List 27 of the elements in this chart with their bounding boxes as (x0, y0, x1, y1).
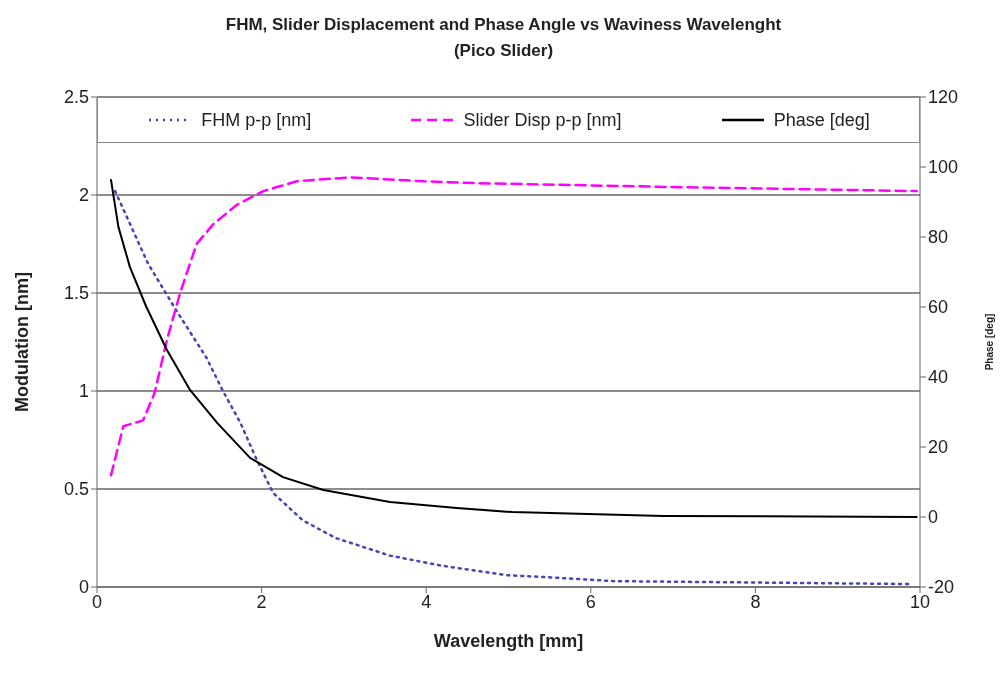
legend-label: Slider Disp p-p [nm] (463, 109, 622, 131)
y2-tick-label: 0 (928, 507, 939, 528)
y2-tick-label: 100 (928, 157, 959, 178)
y-axis-title: Modulation [nm] (12, 272, 33, 412)
y2-tick-label: 20 (928, 437, 949, 458)
y-tick-label: 2.5 (63, 87, 89, 108)
y2-axis-title: Phase [deg] (983, 313, 995, 371)
y2-tick-label: -20 (928, 577, 955, 598)
x-tick-label: 4 (421, 591, 432, 612)
legend-label: Phase [deg] (773, 109, 870, 131)
chart-title: FHM, Slider Displacement and Phase Angle vs Waviness Wavelenght (Pico Slider) (224, 14, 783, 62)
legend-label: FHM p-p [nm] (201, 109, 312, 131)
y-tick-label: 0 (78, 577, 89, 598)
y2-tick-label: 60 (928, 297, 949, 318)
y-tick-label: 1.5 (63, 283, 89, 304)
y-tick-label: 1 (78, 381, 89, 402)
y2-tick-label: 40 (928, 367, 949, 388)
x-tick-label: 2 (256, 591, 267, 612)
x-tick-label: 0 (91, 591, 103, 612)
x-tick-label: 6 (585, 591, 596, 612)
x-tick-label: 10 (909, 591, 931, 612)
y-tick-label: 0.5 (63, 479, 89, 500)
y2-tick-label: 80 (928, 227, 949, 248)
x-axis-title: Wavelength [mm] (433, 631, 584, 651)
y2-tick-label: 120 (928, 87, 959, 108)
x-tick-label: 8 (750, 591, 761, 612)
y-tick-label: 2 (78, 185, 89, 206)
